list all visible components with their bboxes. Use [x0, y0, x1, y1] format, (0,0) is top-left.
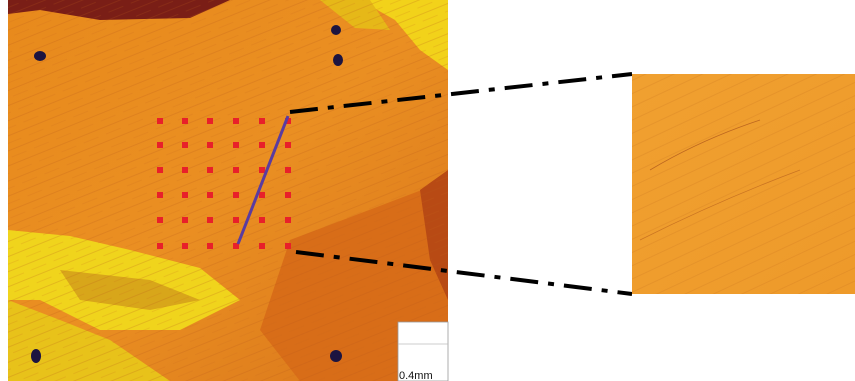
grid-point: [182, 243, 188, 249]
grid-point: [259, 142, 265, 148]
line-scan: [236, 115, 290, 245]
grid-point: [233, 118, 239, 124]
grid-point: [207, 118, 213, 124]
grid-point: [233, 217, 239, 223]
grid-point: [207, 243, 213, 249]
grid-point: [157, 192, 163, 198]
grid-point: [285, 142, 291, 148]
measurement-grid: [157, 118, 291, 249]
grid-point: [233, 243, 239, 249]
grid-point: [259, 217, 265, 223]
scale-bar: 0.4mm: [397, 321, 449, 381]
grid-point: [285, 167, 291, 173]
zoom-connectors: [289, 72, 633, 296]
grid-point: [157, 118, 163, 124]
grid-point: [285, 243, 291, 249]
grid-point: [285, 118, 291, 124]
grid-point: [157, 167, 163, 173]
grid-point: [259, 118, 265, 124]
grid-point: [182, 142, 188, 148]
grid-point: [157, 243, 163, 249]
grid-point: [182, 118, 188, 124]
grid-point: [207, 192, 213, 198]
zoom-inset: [632, 74, 855, 294]
grid-point: [285, 192, 291, 198]
grid-point: [285, 217, 291, 223]
grid-point: [233, 167, 239, 173]
grid-point: [182, 192, 188, 198]
scale-label: 0.4mm: [399, 370, 433, 381]
grid-point: [233, 142, 239, 148]
grid-point: [207, 142, 213, 148]
micrograph: [8, 0, 448, 381]
grid-point: [207, 217, 213, 223]
grid-point: [207, 167, 213, 173]
grid-point: [233, 192, 239, 198]
grid-point: [259, 243, 265, 249]
grid-point: [182, 167, 188, 173]
grid-point: [259, 167, 265, 173]
grid-point: [157, 217, 163, 223]
grid-point: [157, 142, 163, 148]
grid-point: [182, 217, 188, 223]
grid-point: [259, 192, 265, 198]
